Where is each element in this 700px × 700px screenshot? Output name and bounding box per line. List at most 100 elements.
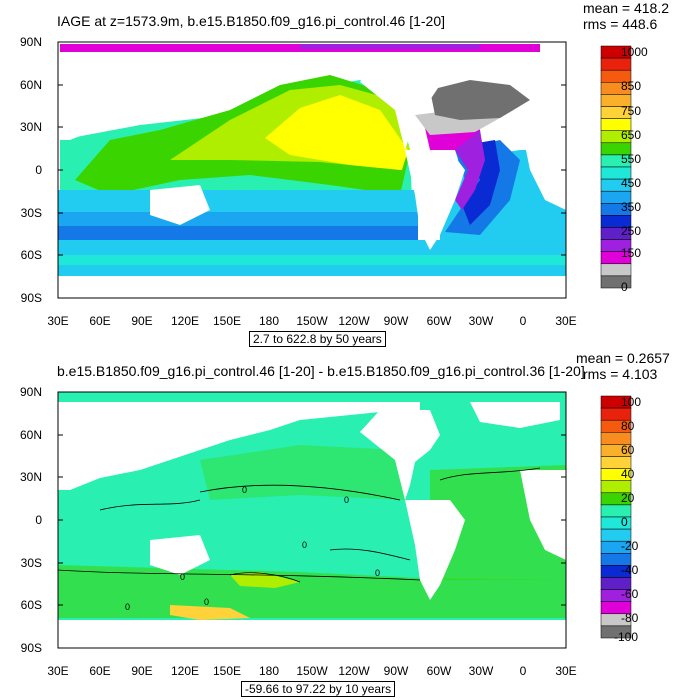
map-title: b.e15.B1850.f09_g16.pi_control.46 [1-20]… <box>57 363 585 379</box>
southern-band-darkblue <box>58 226 418 240</box>
ocean-field-yellow <box>170 605 250 620</box>
contour-value-label: 0 <box>204 597 210 607</box>
lon-label: 30W <box>468 664 494 678</box>
land-australia <box>150 185 210 225</box>
mean-stat: mean = 418.2 <box>583 0 670 16</box>
lon-label: 60W <box>426 314 452 328</box>
contour-range-label: 2.7 to 622.8 by 50 years <box>249 331 386 347</box>
colorbar-swatch <box>600 263 632 277</box>
arctic-strip-purple <box>300 44 480 49</box>
lon-label: 30E <box>47 314 69 328</box>
colorbar-label: -100 <box>614 630 639 644</box>
colorbar <box>600 45 632 289</box>
atlantic-field-darkblue <box>462 140 500 225</box>
lon-label: 120E <box>170 664 200 678</box>
land-greenland <box>470 52 560 78</box>
lon-label: 90E <box>131 314 153 328</box>
land-north-america <box>360 60 440 150</box>
lon-label: 90W <box>383 314 409 328</box>
map-canvas <box>57 41 632 299</box>
lon-label: 120W <box>338 314 370 328</box>
land-south-america <box>405 500 465 600</box>
contour-range-label: -59.66 to 97.22 by 10 years <box>241 681 396 697</box>
lon-label: 150E <box>212 314 242 328</box>
ocean-field-green-pacific <box>200 445 405 500</box>
rms-stat: rms = 4.103 <box>583 366 658 382</box>
land-australia <box>150 535 210 575</box>
colorbar-label: 1000 <box>621 45 648 59</box>
map-canvas <box>57 391 632 649</box>
lon-label: 30W <box>468 314 494 328</box>
lat-label: 60N <box>19 78 42 92</box>
colorbar-label: 350 <box>621 200 642 214</box>
contour-value-label: 0 <box>375 568 381 578</box>
colorbar-label: 150 <box>621 246 642 260</box>
land-antarctica <box>58 620 566 648</box>
lon-label: 0 <box>519 314 527 328</box>
map-title: IAGE at z=1573.9m, b.e15.B1850.f09_g16.p… <box>57 13 445 29</box>
colorbar-label: 550 <box>621 152 642 166</box>
lon-label: 120E <box>170 314 200 328</box>
lat-label: 30S <box>20 206 42 220</box>
colorbar-label: 100 <box>621 395 642 409</box>
lat-label: 90N <box>19 35 42 49</box>
colorbar-label: 750 <box>621 104 642 118</box>
colorbar-label: -20 <box>621 539 639 553</box>
lon-label: 150W <box>296 314 328 328</box>
panel-iage-map: IAGE at z=1573.9m, b.e15.B1850.f09_g16.p… <box>19 0 670 347</box>
lat-label: 0 <box>35 513 42 527</box>
colorbar-label: 450 <box>621 176 642 190</box>
land-eurasia <box>58 52 420 140</box>
contour-value-label: 0 <box>180 572 186 582</box>
axis-ticks <box>58 391 566 649</box>
rms-stat: rms = 448.6 <box>583 16 658 32</box>
ocean-field-lightgreen <box>230 572 300 588</box>
land-eurasia <box>58 402 420 490</box>
lon-label: 60W <box>426 664 452 678</box>
lat-label: 90N <box>19 385 42 399</box>
land-greenland <box>470 402 560 428</box>
colorbar-label: 650 <box>621 128 642 142</box>
lat-label: 90S <box>20 291 42 305</box>
contour-lines <box>58 467 541 583</box>
lon-label: 0 <box>519 664 527 678</box>
land-north-america <box>360 410 440 500</box>
lat-label: 60S <box>20 598 42 612</box>
lon-label: 180 <box>258 664 280 678</box>
colorbar <box>600 395 632 639</box>
lon-label: 60E <box>89 664 111 678</box>
colorbar-label: 0 <box>621 280 628 294</box>
contour-value-label: 0 <box>344 495 350 505</box>
colorbar-swatch <box>600 625 632 639</box>
arctic-field-grey <box>430 80 530 120</box>
lon-label: 90W <box>383 664 409 678</box>
land-africa <box>520 470 566 560</box>
lon-label: 30E <box>555 664 577 678</box>
lon-label: 150W <box>296 664 328 678</box>
lon-label: 90E <box>131 664 153 678</box>
lat-label: 30S <box>20 556 42 570</box>
lat-label: 30N <box>19 470 42 484</box>
lon-label: 150E <box>212 664 242 678</box>
southern-band-teal <box>58 255 566 265</box>
lat-label: 60N <box>19 428 42 442</box>
panel-difference-map: b.e15.B1850.f09_g16.pi_control.46 [1-20]… <box>0 350 700 700</box>
axis-ticks <box>58 41 566 299</box>
colorbar-swatch <box>600 57 632 71</box>
land-antarctica <box>58 276 566 298</box>
lon-label: 30E <box>555 314 577 328</box>
colorbar-label: 0 <box>621 515 628 529</box>
colorbar-label: -80 <box>621 611 639 625</box>
southern-band-cyan <box>58 190 418 212</box>
ocean-field-yellow <box>265 95 408 170</box>
colorbar-label: -40 <box>621 563 639 577</box>
lat-label: 0 <box>35 163 42 177</box>
atlantic-field-purple <box>428 130 485 210</box>
lat-label: 90S <box>20 641 42 655</box>
colorbar-label: 850 <box>621 79 642 93</box>
lon-label: 120W <box>338 664 370 678</box>
lon-label: 180 <box>258 314 280 328</box>
southern-band-blue <box>58 212 418 226</box>
contour-value-label: 0 <box>125 602 131 612</box>
colorbar-label: 20 <box>621 491 635 505</box>
